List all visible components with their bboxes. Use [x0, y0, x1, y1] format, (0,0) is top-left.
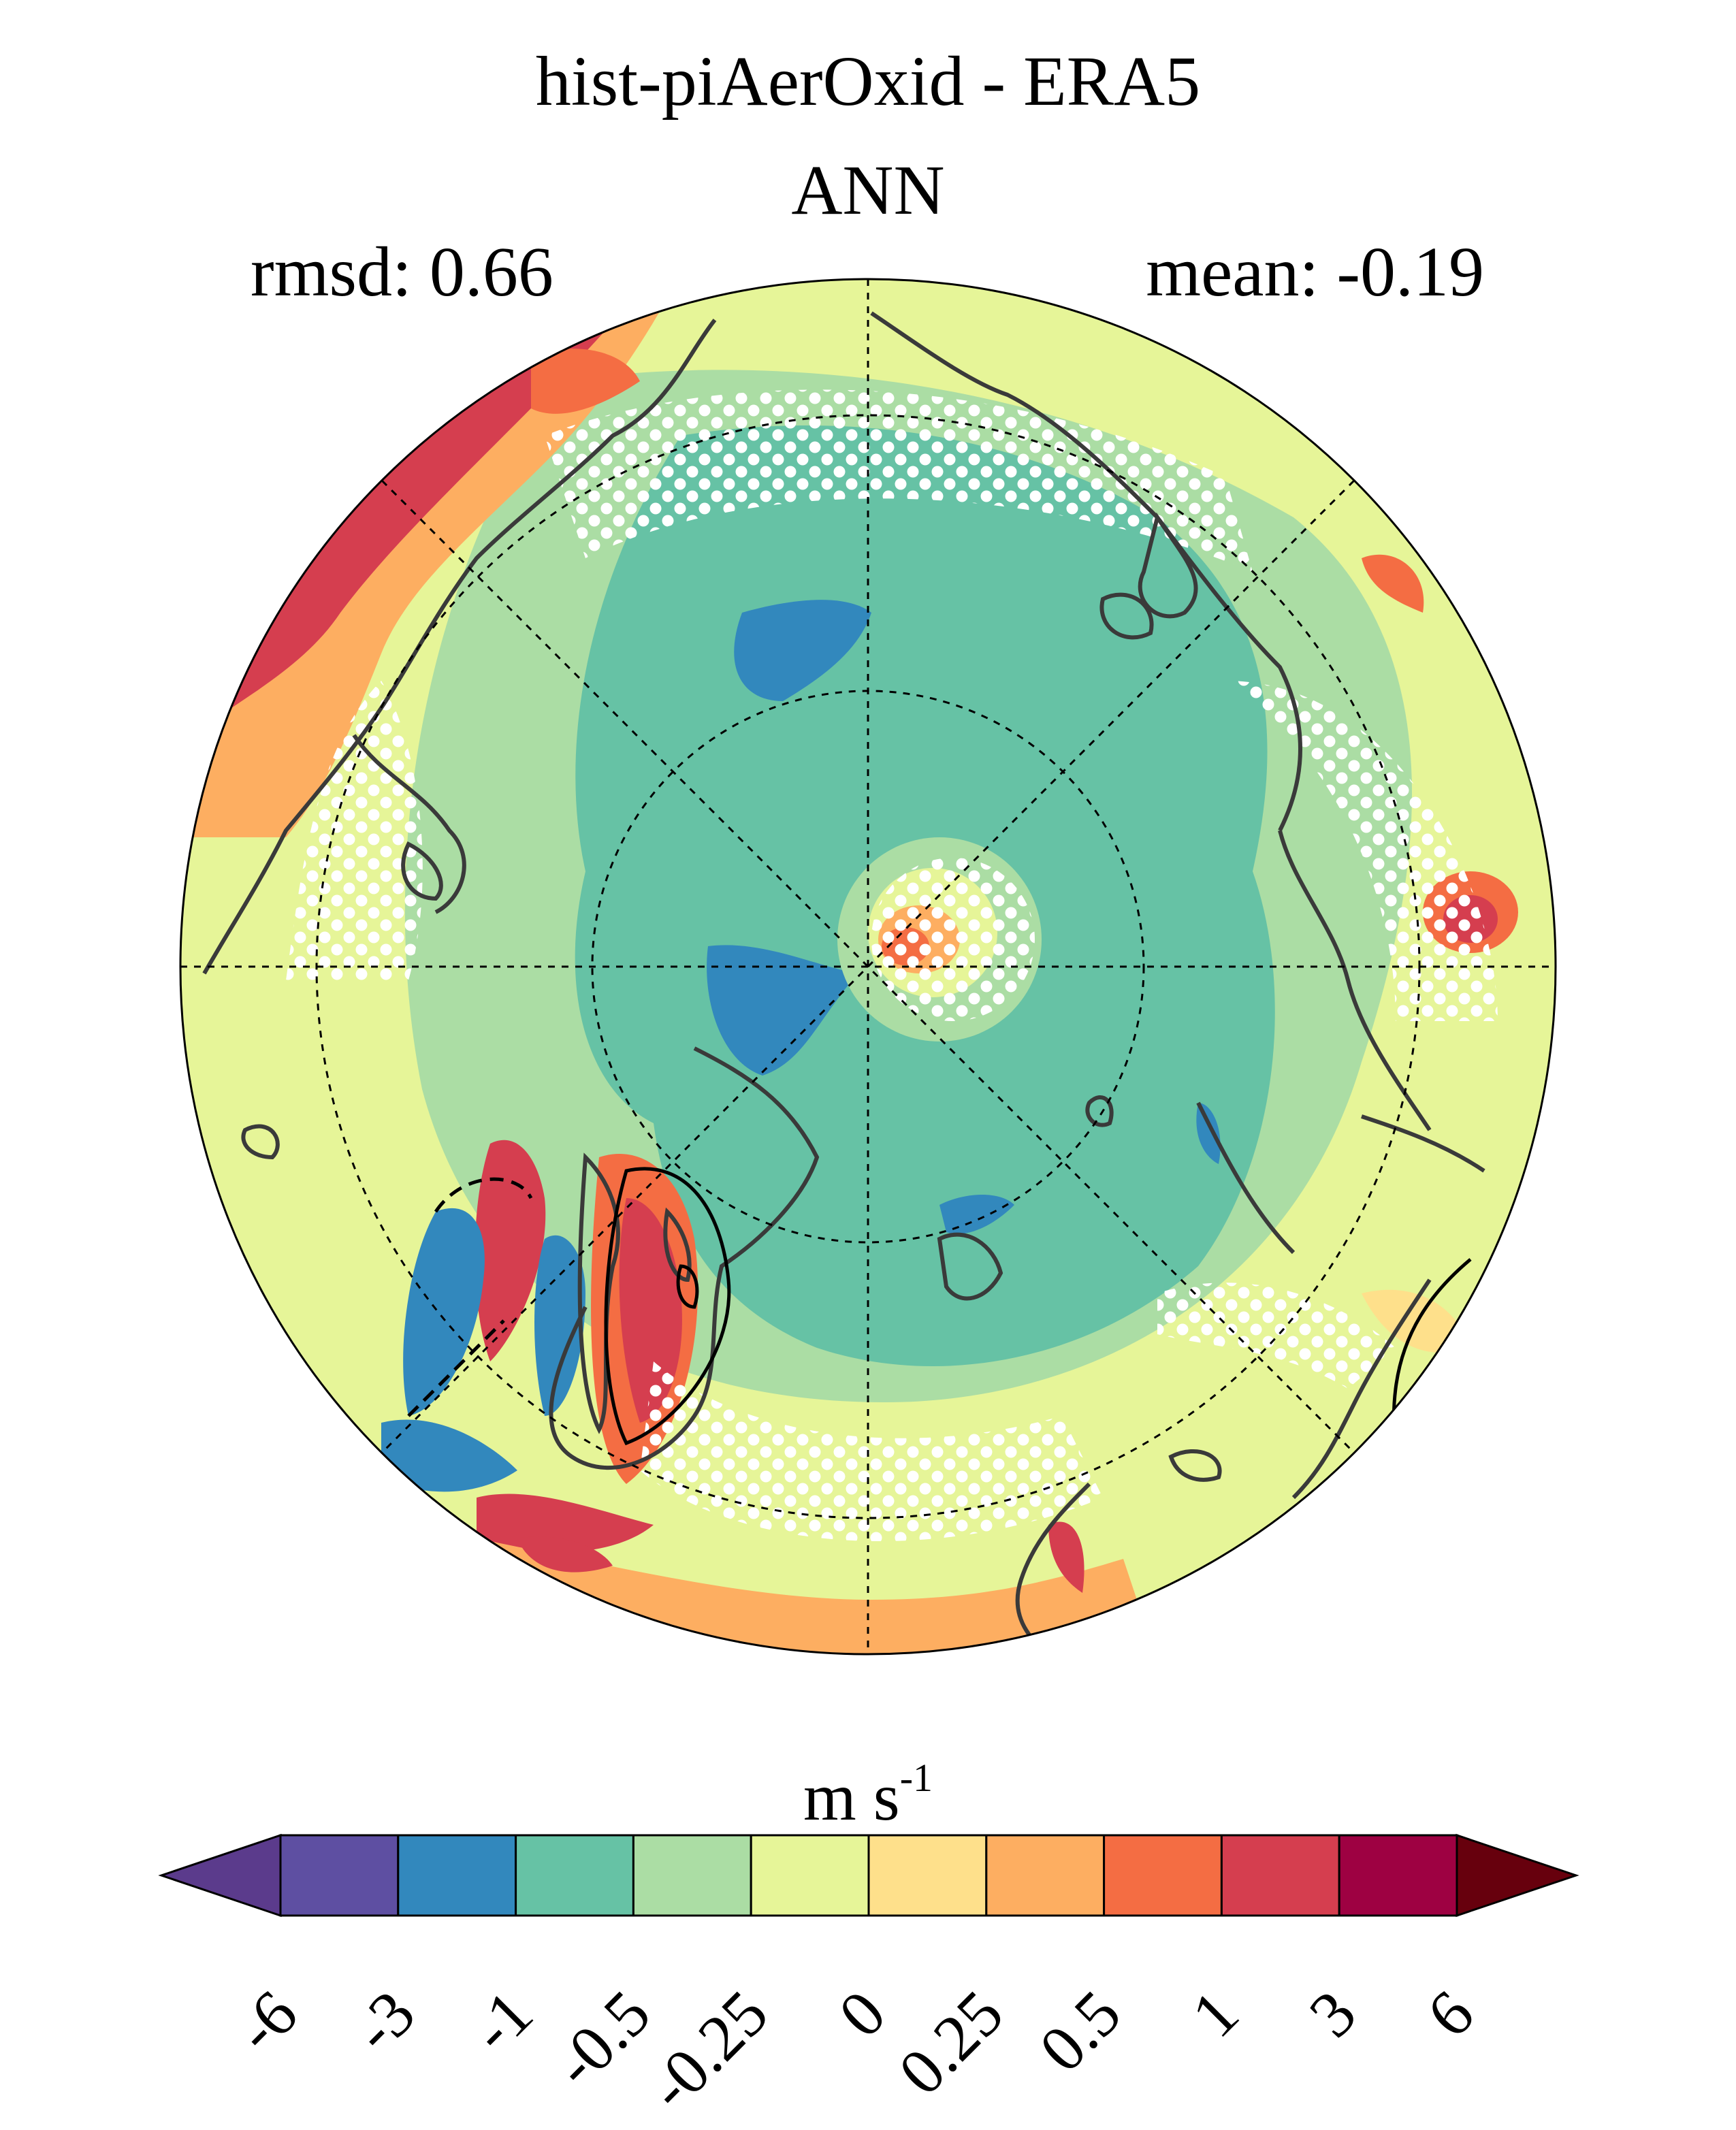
- colorbar-extend-high: [1456, 1833, 1579, 1918]
- colorbar-segment: [867, 1834, 988, 1917]
- colorbar-tick-label: 1: [1178, 1976, 1253, 2051]
- colorbar-tick-label: -0.25: [634, 1976, 782, 2124]
- map-field: [180, 279, 1556, 1654]
- colorbar-segment: [279, 1834, 400, 1917]
- colorbar-segment: [1338, 1834, 1458, 1917]
- unit-base: m s: [803, 1759, 900, 1835]
- colorbar-segment: [515, 1834, 634, 1917]
- colorbar-tick-label: 3: [1295, 1976, 1370, 2051]
- colorbar-unit: m s-1: [0, 1758, 1736, 1831]
- colorbar-tick-label: 6: [1413, 1976, 1488, 2051]
- map-title: hist-piAerOxid - ERA5: [535, 42, 1201, 120]
- colorbar-segment: [397, 1834, 517, 1917]
- colorbar-tick-label: -6: [221, 1976, 311, 2066]
- colorbar-tick-label: 0.25: [884, 1976, 1016, 2108]
- colorbar-tick-label: 0: [824, 1976, 899, 2051]
- rmsd-label: rmsd: 0.66: [251, 233, 553, 311]
- colorbar-segment: [985, 1834, 1106, 1917]
- mean-label: mean: -0.19: [1146, 233, 1484, 311]
- colorbar: -6 -3 -1-0.5-0.25 00.25 0.5 1 3 6: [158, 1833, 1579, 2124]
- colorbar-tick-label: -1: [456, 1976, 546, 2066]
- colorbar-segment: [1220, 1834, 1340, 1917]
- graticule: [180, 279, 1556, 1654]
- colorbar-tick-label: 0.5: [1025, 1976, 1135, 2086]
- season-label: ANN: [791, 151, 945, 229]
- colorbar-segment: [632, 1834, 752, 1917]
- map-boundary: [179, 278, 1557, 1656]
- unit-exponent: -1: [899, 1756, 933, 1800]
- colorbar-segment: [750, 1834, 870, 1917]
- colorbar-tick-label: -3: [338, 1976, 428, 2066]
- colorbar-extend-low: [158, 1833, 282, 1918]
- colorbar-segment: [1103, 1834, 1223, 1917]
